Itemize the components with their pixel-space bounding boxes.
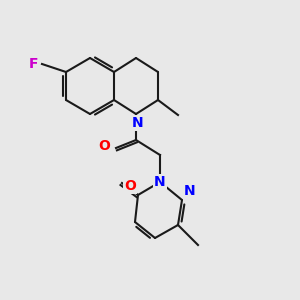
Text: O: O (98, 139, 110, 153)
Text: F: F (28, 57, 38, 71)
Text: N: N (132, 116, 144, 130)
Text: N: N (154, 175, 166, 189)
Text: N: N (184, 184, 196, 198)
Text: O: O (124, 179, 136, 193)
